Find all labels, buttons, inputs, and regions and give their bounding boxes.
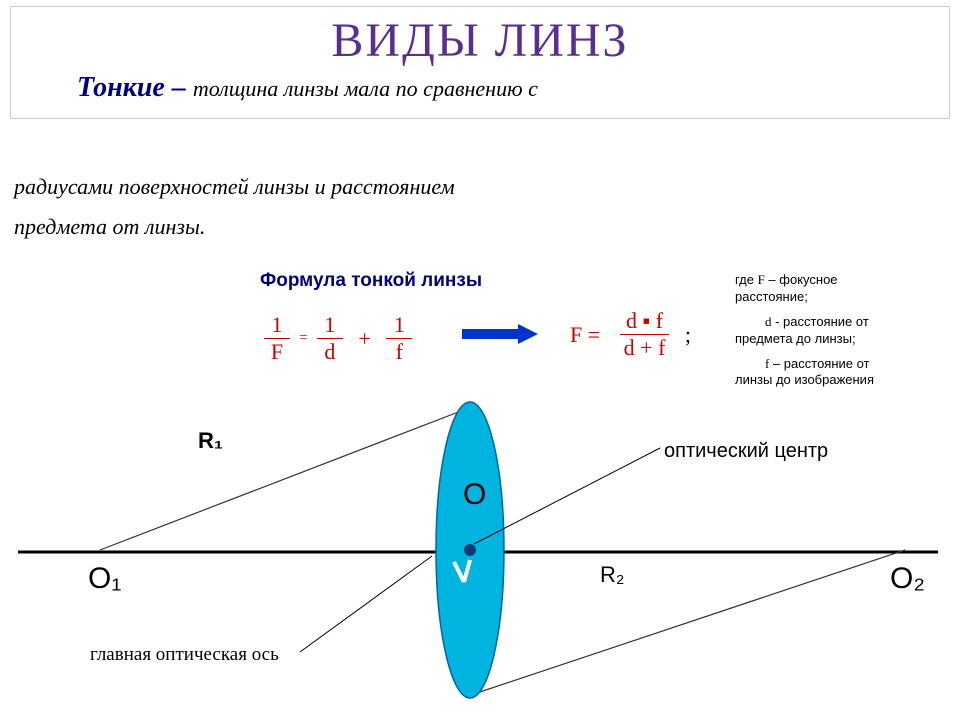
num: 1 xyxy=(264,312,290,338)
formula2-lhs: F = xyxy=(570,322,600,347)
legend-line4: предмета до линзы; xyxy=(735,331,874,348)
legend-line1: где F – фокусное xyxy=(735,272,874,289)
definition-line2: радиусами поверхностей линзы и расстояни… xyxy=(14,174,455,200)
title-text: ВИДЫ ЛИНЗ xyxy=(331,14,628,67)
label-O1: O₁ xyxy=(88,562,121,596)
equals-sign: = xyxy=(300,331,308,346)
label-R2: R₂ xyxy=(600,562,624,588)
den: F xyxy=(264,338,290,365)
definition-line1: Тонкие – толщина линзы мала по сравнению… xyxy=(31,72,929,104)
legend-l1b: F xyxy=(758,272,765,287)
fraction-1overF: 1 F xyxy=(264,312,290,365)
num: 1 xyxy=(317,312,343,338)
legend-l5b: – расстояние от xyxy=(769,356,869,371)
arrow-icon xyxy=(460,322,540,346)
formula-1: 1 F = 1 d + 1 f xyxy=(260,312,416,365)
legend-line6: линзы до изображения xyxy=(735,372,874,389)
legend-line5: f – расстояние от xyxy=(735,356,874,373)
formula-2: F = d ▪ f d + f ; xyxy=(570,308,691,361)
plus-sign: + xyxy=(358,326,370,351)
spacer xyxy=(735,348,874,356)
den: f xyxy=(386,338,412,365)
formula-title: Формула тонкой линзы xyxy=(260,270,482,292)
label-main-optical-axis: главная оптическая ось xyxy=(90,644,279,666)
spacer xyxy=(735,306,874,314)
label-optical-center: оптический центр xyxy=(664,440,828,463)
num: 1 xyxy=(386,312,412,338)
fraction-df: d ▪ f d + f xyxy=(620,308,670,361)
den: d xyxy=(317,338,343,365)
label-O: O xyxy=(463,478,486,512)
legend-l1c: – фокусное xyxy=(765,272,838,287)
legend-l3b: - расстояние от xyxy=(772,314,869,329)
semicolon: ; xyxy=(685,322,691,347)
title-box: ВИДЫ ЛИНЗ Тонкие – толщина линзы мала по… xyxy=(10,6,950,119)
legend-line2: расстояние; xyxy=(735,289,874,306)
definition-rest1: толщина линзы мала по сравнению с xyxy=(193,76,538,101)
definition-bold: Тонкие – xyxy=(77,72,193,103)
legend-line3: d - расстояние от xyxy=(735,314,874,331)
den: d + f xyxy=(620,334,670,361)
label-O2: O₂ xyxy=(890,562,925,596)
fraction-1overf: 1 f xyxy=(386,312,412,365)
legend: где F – фокусное расстояние; d - расстоя… xyxy=(735,272,874,389)
definition-line3: предмета от линзы. xyxy=(14,214,205,240)
legend-l1a: где xyxy=(735,272,758,287)
fraction-1overd: 1 d xyxy=(317,312,343,365)
num: d ▪ f xyxy=(620,308,670,334)
label-R1: R₁ xyxy=(198,428,223,454)
page-title: ВИДЫ ЛИНЗ xyxy=(31,13,929,68)
